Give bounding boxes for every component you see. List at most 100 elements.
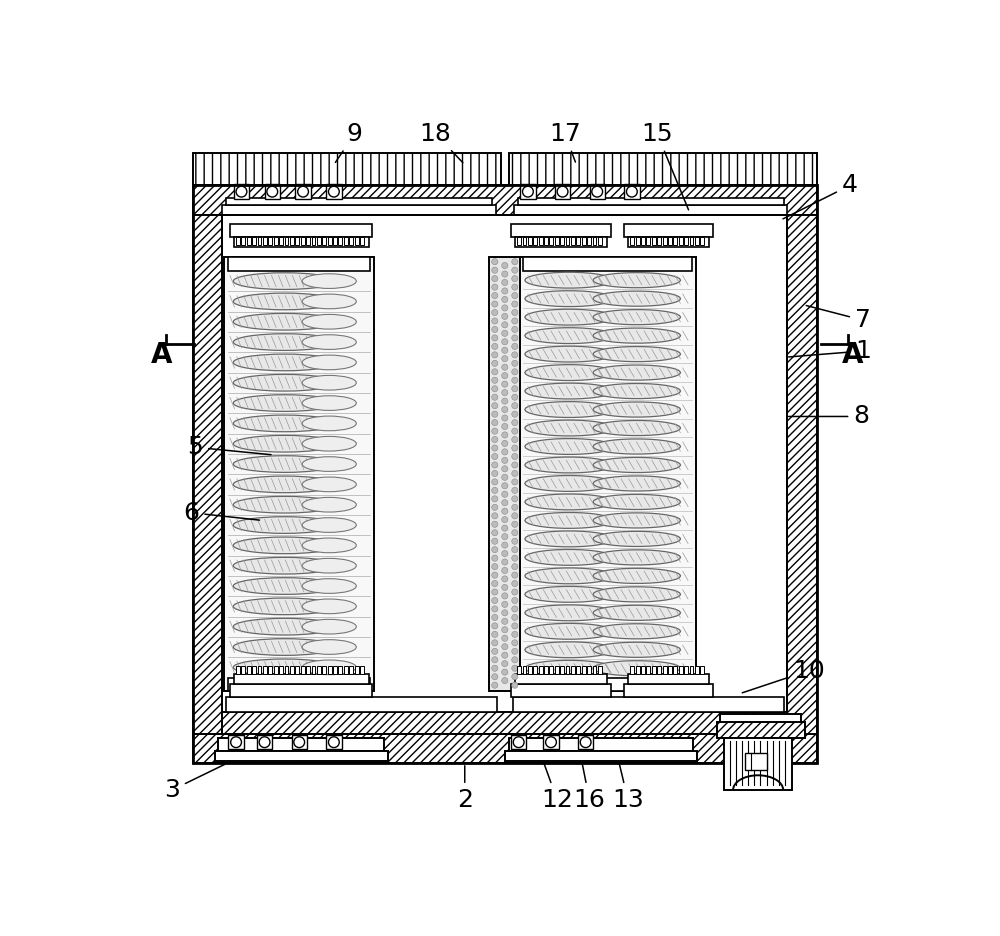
- Bar: [228, 736, 244, 749]
- Circle shape: [492, 530, 498, 535]
- Circle shape: [492, 606, 498, 612]
- Bar: [224, 257, 374, 692]
- Bar: [598, 237, 602, 244]
- Bar: [560, 665, 564, 674]
- Circle shape: [492, 411, 498, 417]
- Circle shape: [502, 550, 508, 557]
- Bar: [514, 206, 787, 214]
- Bar: [630, 237, 634, 244]
- Circle shape: [502, 584, 508, 591]
- Bar: [218, 738, 384, 752]
- Bar: [360, 237, 364, 244]
- Polygon shape: [593, 568, 681, 583]
- Bar: [628, 237, 709, 247]
- Bar: [720, 714, 801, 723]
- Bar: [684, 237, 688, 244]
- Ellipse shape: [233, 517, 336, 534]
- Circle shape: [512, 471, 518, 476]
- Polygon shape: [593, 365, 681, 380]
- Circle shape: [502, 364, 508, 371]
- Circle shape: [512, 360, 518, 366]
- Ellipse shape: [233, 395, 336, 412]
- Bar: [636, 237, 640, 244]
- Bar: [234, 237, 369, 247]
- Bar: [247, 237, 251, 244]
- Text: A: A: [842, 341, 864, 369]
- Polygon shape: [593, 606, 681, 621]
- Circle shape: [502, 644, 508, 650]
- Bar: [333, 237, 337, 244]
- Bar: [555, 184, 570, 199]
- Circle shape: [492, 614, 498, 621]
- Bar: [544, 665, 548, 674]
- Circle shape: [328, 186, 339, 197]
- Bar: [295, 665, 299, 674]
- Ellipse shape: [302, 518, 356, 533]
- Circle shape: [512, 640, 518, 646]
- Ellipse shape: [233, 476, 336, 492]
- Ellipse shape: [233, 334, 336, 350]
- Circle shape: [492, 377, 498, 384]
- Bar: [355, 665, 358, 674]
- Bar: [679, 237, 683, 244]
- Bar: [193, 734, 817, 763]
- Circle shape: [492, 580, 498, 587]
- Polygon shape: [593, 346, 681, 361]
- Polygon shape: [525, 513, 613, 528]
- Polygon shape: [525, 346, 613, 362]
- Bar: [512, 696, 784, 712]
- Bar: [344, 665, 348, 674]
- Bar: [571, 237, 575, 244]
- Bar: [646, 237, 650, 244]
- Circle shape: [512, 411, 518, 417]
- Bar: [663, 237, 666, 244]
- Bar: [576, 237, 580, 244]
- Circle shape: [512, 377, 518, 384]
- Ellipse shape: [302, 599, 356, 614]
- Polygon shape: [525, 365, 613, 380]
- Circle shape: [502, 373, 508, 379]
- Bar: [695, 237, 699, 244]
- Polygon shape: [525, 328, 613, 344]
- Circle shape: [512, 622, 518, 629]
- Bar: [509, 738, 693, 752]
- Circle shape: [492, 419, 498, 426]
- Text: 6: 6: [183, 501, 259, 525]
- Ellipse shape: [233, 456, 336, 473]
- Polygon shape: [525, 439, 613, 454]
- Polygon shape: [525, 457, 613, 473]
- Bar: [234, 184, 249, 199]
- Bar: [582, 237, 586, 244]
- Polygon shape: [525, 291, 613, 307]
- Ellipse shape: [302, 559, 356, 573]
- Ellipse shape: [302, 314, 356, 329]
- Bar: [528, 237, 532, 244]
- Ellipse shape: [233, 293, 336, 310]
- Circle shape: [231, 737, 241, 748]
- Circle shape: [492, 436, 498, 443]
- Bar: [668, 237, 672, 244]
- Bar: [511, 736, 526, 749]
- Bar: [290, 237, 294, 244]
- Ellipse shape: [302, 660, 356, 675]
- Circle shape: [512, 547, 518, 553]
- Circle shape: [492, 352, 498, 358]
- Circle shape: [492, 471, 498, 476]
- Bar: [317, 237, 321, 244]
- Bar: [193, 185, 817, 763]
- Bar: [663, 665, 666, 674]
- Text: 1: 1: [789, 339, 871, 363]
- Bar: [628, 674, 709, 683]
- Bar: [226, 696, 497, 712]
- Circle shape: [492, 538, 498, 545]
- Circle shape: [512, 538, 518, 545]
- Circle shape: [492, 640, 498, 646]
- Circle shape: [512, 310, 518, 315]
- Circle shape: [502, 652, 508, 658]
- Circle shape: [512, 335, 518, 341]
- Circle shape: [492, 445, 498, 451]
- Bar: [745, 753, 767, 770]
- Circle shape: [512, 352, 518, 358]
- Bar: [505, 752, 697, 761]
- Text: 12: 12: [541, 764, 573, 812]
